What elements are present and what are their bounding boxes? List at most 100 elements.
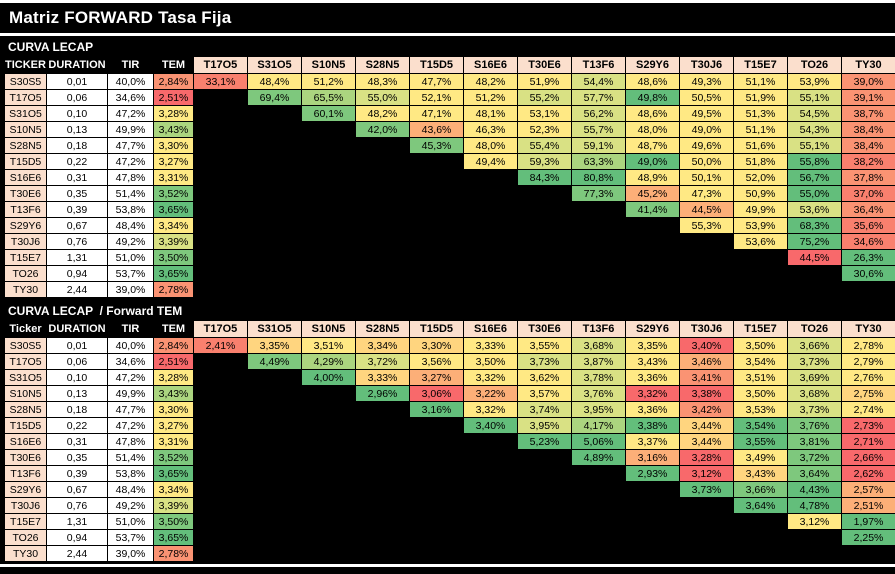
matrix-cell[interactable]: 68,3% — [787, 217, 842, 234]
matrix-cell[interactable]: 48,0% — [463, 137, 518, 154]
tem-cell[interactable]: 3,52% — [153, 185, 194, 202]
matrix-cell[interactable]: 48,2% — [463, 73, 518, 90]
matrix-cell[interactable]: 69,4% — [247, 89, 302, 106]
row-ticker-cell[interactable]: T30J6 — [4, 497, 47, 514]
matrix-cell[interactable]: 59,3% — [517, 153, 572, 170]
duration-cell[interactable]: 0,13 — [46, 385, 108, 402]
matrix-cell[interactable]: 3,68% — [571, 337, 626, 354]
matrix-cell[interactable]: 54,4% — [571, 73, 626, 90]
row-ticker-cell[interactable]: S30S5 — [4, 73, 47, 90]
tem-cell[interactable]: 2,84% — [153, 73, 194, 90]
tir-cell[interactable]: 47,8% — [107, 433, 154, 450]
row-ticker-cell[interactable]: S28N5 — [4, 137, 47, 154]
matrix-cell[interactable]: 3,34% — [355, 337, 410, 354]
matrix-cell[interactable]: 3,37% — [625, 433, 680, 450]
matrix-cell[interactable]: 54,5% — [787, 105, 842, 122]
tem-cell[interactable]: 3,27% — [153, 417, 194, 434]
duration-cell[interactable]: 2,44 — [46, 281, 108, 298]
matrix-cell[interactable]: 3,46% — [679, 353, 734, 370]
tem-cell[interactable]: 3,43% — [153, 385, 194, 402]
matrix-cell[interactable]: 43,6% — [409, 121, 464, 138]
matrix-cell[interactable]: 46,3% — [463, 121, 518, 138]
column-header-t17o5[interactable]: T17O5 — [193, 56, 248, 74]
matrix-cell[interactable]: 44,5% — [787, 249, 842, 266]
matrix-cell[interactable]: 3,74% — [517, 401, 572, 418]
matrix-cell[interactable]: 50,0% — [679, 153, 734, 170]
column-header-s10n5[interactable]: S10N5 — [301, 320, 356, 338]
matrix-cell[interactable]: 41,4% — [625, 201, 680, 218]
tem-cell[interactable]: 3,34% — [153, 481, 194, 498]
tir-cell[interactable]: 53,7% — [107, 265, 154, 282]
column-header-t30e6[interactable]: T30E6 — [517, 56, 572, 74]
row-ticker-cell[interactable]: S29Y6 — [4, 481, 47, 498]
matrix-cell[interactable]: 60,1% — [301, 105, 356, 122]
matrix-cell[interactable]: 42,0% — [355, 121, 410, 138]
matrix-cell[interactable]: 48,6% — [625, 73, 680, 90]
column-header-t17o5[interactable]: T17O5 — [193, 320, 248, 338]
tir-cell[interactable]: 51,0% — [107, 513, 154, 530]
duration-cell[interactable]: 0,10 — [46, 105, 108, 122]
matrix-cell[interactable]: 55,0% — [355, 89, 410, 106]
column-header-s16e6[interactable]: S16E6 — [463, 56, 518, 74]
tem-cell[interactable]: 3,27% — [153, 153, 194, 170]
matrix-cell[interactable]: 37,8% — [841, 169, 895, 186]
matrix-cell[interactable]: 55,1% — [787, 137, 842, 154]
matrix-cell[interactable]: 49,6% — [679, 137, 734, 154]
tem-cell[interactable]: 3,39% — [153, 497, 194, 514]
column-header-s16e6[interactable]: S16E6 — [463, 320, 518, 338]
matrix-cell[interactable]: 3,40% — [679, 337, 734, 354]
row-ticker-cell[interactable]: T17O5 — [4, 89, 47, 106]
matrix-cell[interactable]: 2,93% — [625, 465, 680, 482]
matrix-cell[interactable]: 5,23% — [517, 433, 572, 450]
column-header-t30e6[interactable]: T30E6 — [517, 320, 572, 338]
duration-cell[interactable]: 0,67 — [46, 481, 108, 498]
tem-cell[interactable]: 3,50% — [153, 249, 194, 266]
matrix-cell[interactable]: 2,73% — [841, 417, 895, 434]
left-header-tir[interactable]: TIR — [107, 56, 154, 74]
matrix-cell[interactable]: 50,5% — [679, 89, 734, 106]
duration-cell[interactable]: 0,35 — [46, 449, 108, 466]
matrix-cell[interactable]: 3,30% — [409, 337, 464, 354]
tem-cell[interactable]: 3,43% — [153, 121, 194, 138]
matrix-cell[interactable]: 2,41% — [193, 337, 248, 354]
duration-cell[interactable]: 0,06 — [46, 353, 108, 370]
matrix-cell[interactable]: 3,38% — [679, 385, 734, 402]
matrix-cell[interactable]: 48,7% — [625, 137, 680, 154]
matrix-cell[interactable]: 34,6% — [841, 233, 895, 250]
matrix-cell[interactable]: 3,73% — [679, 481, 734, 498]
matrix-cell[interactable]: 51,2% — [463, 89, 518, 106]
column-header-s29y6[interactable]: S29Y6 — [625, 320, 680, 338]
left-header-tem[interactable]: TEM — [153, 56, 194, 74]
matrix-cell[interactable]: 2,62% — [841, 465, 895, 482]
matrix-cell[interactable]: 3,44% — [679, 433, 734, 450]
tir-cell[interactable]: 47,2% — [107, 369, 154, 386]
matrix-cell[interactable]: 4,17% — [571, 417, 626, 434]
matrix-cell[interactable]: 49,4% — [463, 153, 518, 170]
matrix-cell[interactable]: 57,7% — [571, 89, 626, 106]
tir-cell[interactable]: 53,8% — [107, 201, 154, 218]
matrix-cell[interactable]: 50,9% — [733, 185, 788, 202]
matrix-cell[interactable]: 3,38% — [625, 417, 680, 434]
duration-cell[interactable]: 1,31 — [46, 513, 108, 530]
duration-cell[interactable]: 0,76 — [46, 233, 108, 250]
matrix-cell[interactable]: 4,78% — [787, 497, 842, 514]
matrix-cell[interactable]: 49,5% — [679, 105, 734, 122]
column-header-to26[interactable]: TO26 — [787, 320, 842, 338]
tir-cell[interactable]: 51,4% — [107, 185, 154, 202]
matrix-cell[interactable]: 3,16% — [409, 401, 464, 418]
tir-cell[interactable]: 34,6% — [107, 89, 154, 106]
row-ticker-cell[interactable]: S29Y6 — [4, 217, 47, 234]
matrix-cell[interactable]: 3,78% — [571, 369, 626, 386]
row-ticker-cell[interactable]: S30S5 — [4, 337, 47, 354]
duration-cell[interactable]: 0,31 — [46, 433, 108, 450]
matrix-cell[interactable]: 51,9% — [733, 89, 788, 106]
matrix-cell[interactable]: 3,33% — [463, 337, 518, 354]
matrix-cell[interactable]: 55,3% — [679, 217, 734, 234]
matrix-cell[interactable]: 48,6% — [625, 105, 680, 122]
tir-cell[interactable]: 53,8% — [107, 465, 154, 482]
matrix-cell[interactable]: 49,9% — [733, 201, 788, 218]
matrix-cell[interactable]: 3,62% — [517, 369, 572, 386]
matrix-cell[interactable]: 3,68% — [787, 385, 842, 402]
column-header-s29y6[interactable]: S29Y6 — [625, 56, 680, 74]
matrix-cell[interactable]: 3,73% — [517, 353, 572, 370]
